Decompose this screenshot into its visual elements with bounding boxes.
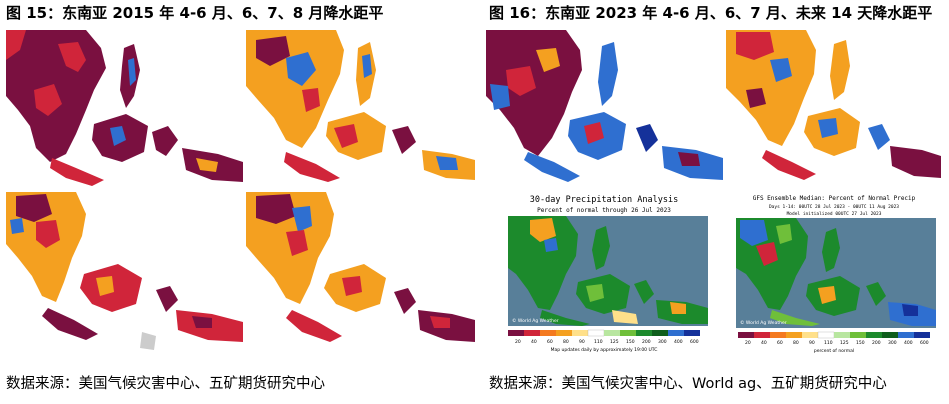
- map-2015-aug: [246, 192, 475, 354]
- worldag-logo-2: © World Ag Weather: [740, 319, 787, 326]
- map-2015-jun: [246, 30, 475, 190]
- map-2023-apr-jun: [486, 30, 723, 190]
- worldag-gfs-subtitle: Days 1-14: 00UTC 28 Jul 2023 - 00UTC 11 …: [769, 204, 899, 210]
- worldag-scale-labels-2: 20 40 60 80 90 110 125 150 200 300 400 6…: [745, 340, 929, 346]
- right-figure-source: 数据来源：美国气候灾害中心、World ag、五矿期货研究中心: [489, 376, 887, 392]
- left-figure-source: 数据来源：美国气候灾害中心、五矿期货研究中心: [6, 376, 325, 392]
- map-2023-jun: [726, 30, 941, 190]
- worldag-gfs-subtitle2: Model initialized 00UTC 27 Jul 2023: [787, 211, 882, 217]
- right-figure-title: 图 16：东南亚 2023 年 4-6 月、6、7 月、未来 14 天降水距平: [489, 4, 933, 22]
- worldag-30day-panel: 30-day Precipitation Analysis Percent of…: [486, 190, 723, 355]
- map-2015-apr-jun: [6, 30, 243, 190]
- worldag-footer-2: percent of normal: [814, 348, 854, 354]
- worldag-logo-1: © World Ag Weather: [512, 317, 559, 324]
- worldag-30day-title: 30-day Precipitation Analysis: [530, 195, 678, 205]
- worldag-30day-subtitle: Percent of normal through 26 Jul 2023: [537, 207, 671, 214]
- worldag-gfs-title: GFS Ensemble Median: Percent of Normal P…: [753, 195, 916, 202]
- worldag-scale-labels-1: 20 40 60 80 90 110 125 150 200 300 400 6…: [515, 339, 699, 345]
- worldag-footer-1: Map updates daily by approximately 19:00…: [551, 347, 658, 353]
- left-figure-title: 图 15：东南亚 2015 年 4-6 月、6、7、8 月降水距平: [6, 4, 384, 22]
- map-2015-jul: [6, 192, 243, 354]
- worldag-gfs-panel: GFS Ensemble Median: Percent of Normal P…: [726, 190, 941, 355]
